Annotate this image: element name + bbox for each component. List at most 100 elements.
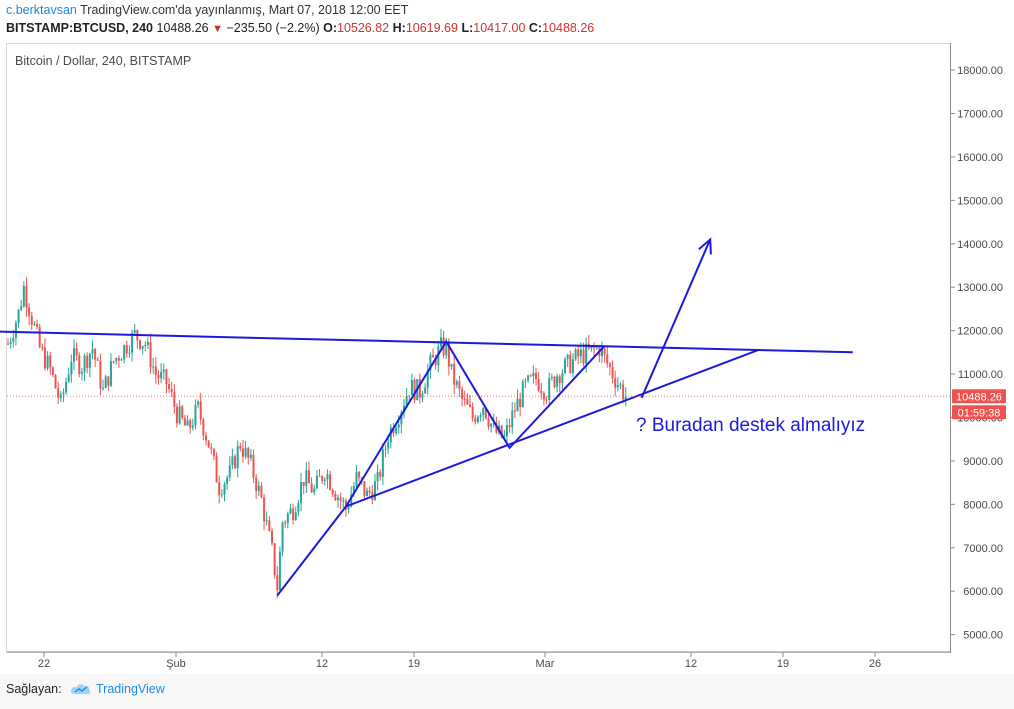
candle-body: [146, 342, 149, 346]
price-tick-label: 11000.00: [958, 369, 1003, 381]
candle-body: [276, 575, 279, 591]
candle-body: [41, 346, 44, 348]
time-axis: 22 Şub 12 19 Mar 12 19 26: [7, 651, 950, 670]
candle-body: [445, 341, 448, 356]
candle-body: [373, 481, 376, 501]
candle-body: [25, 285, 28, 308]
price-tick-label: 13000.00: [957, 282, 1003, 294]
candle-body: [191, 425, 194, 428]
candle-body: [447, 341, 450, 367]
candle-body: [487, 418, 490, 427]
candle-body: [96, 359, 99, 361]
candle-body: [376, 472, 379, 482]
candle-body: [257, 485, 260, 492]
footer-label: Sağlayan:: [6, 682, 62, 696]
candle-body: [616, 385, 619, 388]
candle-body: [239, 446, 242, 449]
candle-body: [112, 361, 115, 363]
candle-body: [384, 448, 387, 450]
candle-body: [75, 348, 78, 356]
candle-body: [107, 376, 110, 386]
candle-body: [535, 372, 537, 380]
candle-body: [511, 410, 514, 428]
candle-body: [305, 470, 308, 486]
candle-body: [226, 477, 229, 484]
candle-body: [421, 393, 424, 398]
symbol-label: BITSTAMP:BTCUSD, 240: [6, 21, 154, 35]
candle-body: [294, 512, 297, 520]
candle-body: [54, 374, 57, 389]
price-tick-label: 18000.00: [957, 65, 1003, 77]
candle-body: [173, 392, 176, 407]
author-link[interactable]: c.berktavsan: [6, 3, 77, 17]
open-label: O:: [323, 21, 337, 35]
candle-body: [88, 353, 91, 368]
time-tick-label: 22: [38, 658, 50, 670]
annotation-text: ? Buradan destek almalıyız: [636, 415, 865, 436]
candle-body: [281, 522, 284, 552]
candle-body: [579, 349, 582, 357]
candle-body: [278, 551, 281, 591]
time-tick-label: Şub: [166, 658, 186, 670]
price-tick-label: 16000.00: [957, 152, 1003, 164]
candle-body: [326, 474, 329, 480]
candle-body: [366, 490, 369, 497]
candle-body: [521, 381, 524, 408]
candle-body: [260, 485, 263, 498]
candle-body: [189, 420, 192, 428]
candle-body: [566, 354, 569, 360]
last-price-tag: [952, 389, 1006, 404]
down-arrow-icon: ▼: [212, 23, 224, 35]
candle-body: [358, 471, 361, 478]
trendline: [0, 330, 853, 354]
candle-body: [197, 401, 200, 406]
candle-body: [115, 358, 118, 362]
candle-body: [355, 471, 358, 486]
candle-body: [236, 446, 239, 469]
candle-body: [458, 381, 461, 389]
candle-body: [379, 472, 382, 477]
candle-body: [582, 349, 585, 364]
candle-body: [170, 389, 173, 393]
candle-body: [392, 427, 395, 434]
candle-body: [178, 406, 181, 424]
candle-body: [9, 341, 12, 344]
candle-body: [289, 508, 292, 514]
candle-body: [139, 340, 141, 349]
tradingview-link[interactable]: TradingView: [70, 682, 165, 696]
candle-body: [157, 374, 160, 379]
candle-body: [265, 520, 268, 522]
countdown-tag-text: 01:59:38: [958, 407, 1001, 419]
candle-body: [144, 345, 147, 347]
time-tick-label: 19: [408, 658, 420, 670]
candle-body: [249, 454, 252, 458]
candle-body: [400, 412, 403, 425]
candle-body: [252, 454, 255, 478]
candle-body: [109, 361, 112, 386]
arrow-head: [698, 237, 712, 255]
candle-body: [474, 418, 477, 423]
candle-body: [36, 323, 39, 327]
candle-body: [91, 348, 94, 354]
candle-body: [331, 489, 334, 494]
candle-body: [297, 502, 300, 513]
candle-body: [585, 343, 588, 364]
candle-body: [99, 360, 102, 389]
candle-body: [141, 345, 144, 349]
chart-header: c.berktavsan TradingView.com'da yayınlan…: [0, 0, 1014, 42]
candle-body: [466, 398, 469, 405]
candle-body: [500, 425, 503, 438]
tradingview-cloud-icon: [70, 684, 91, 694]
candle-body: [606, 354, 609, 364]
candle-body: [149, 342, 152, 368]
drawings: [0, 237, 853, 597]
candle-body: [574, 349, 577, 360]
candle-body: [453, 363, 456, 385]
candle-body: [183, 417, 186, 426]
candle-body: [199, 401, 202, 420]
candle-body: [286, 513, 289, 523]
publish-date: TradingView.com'da yayınlanmış, Mart 07,…: [80, 3, 409, 17]
candle-body: [553, 376, 556, 387]
candle-body: [175, 406, 178, 424]
